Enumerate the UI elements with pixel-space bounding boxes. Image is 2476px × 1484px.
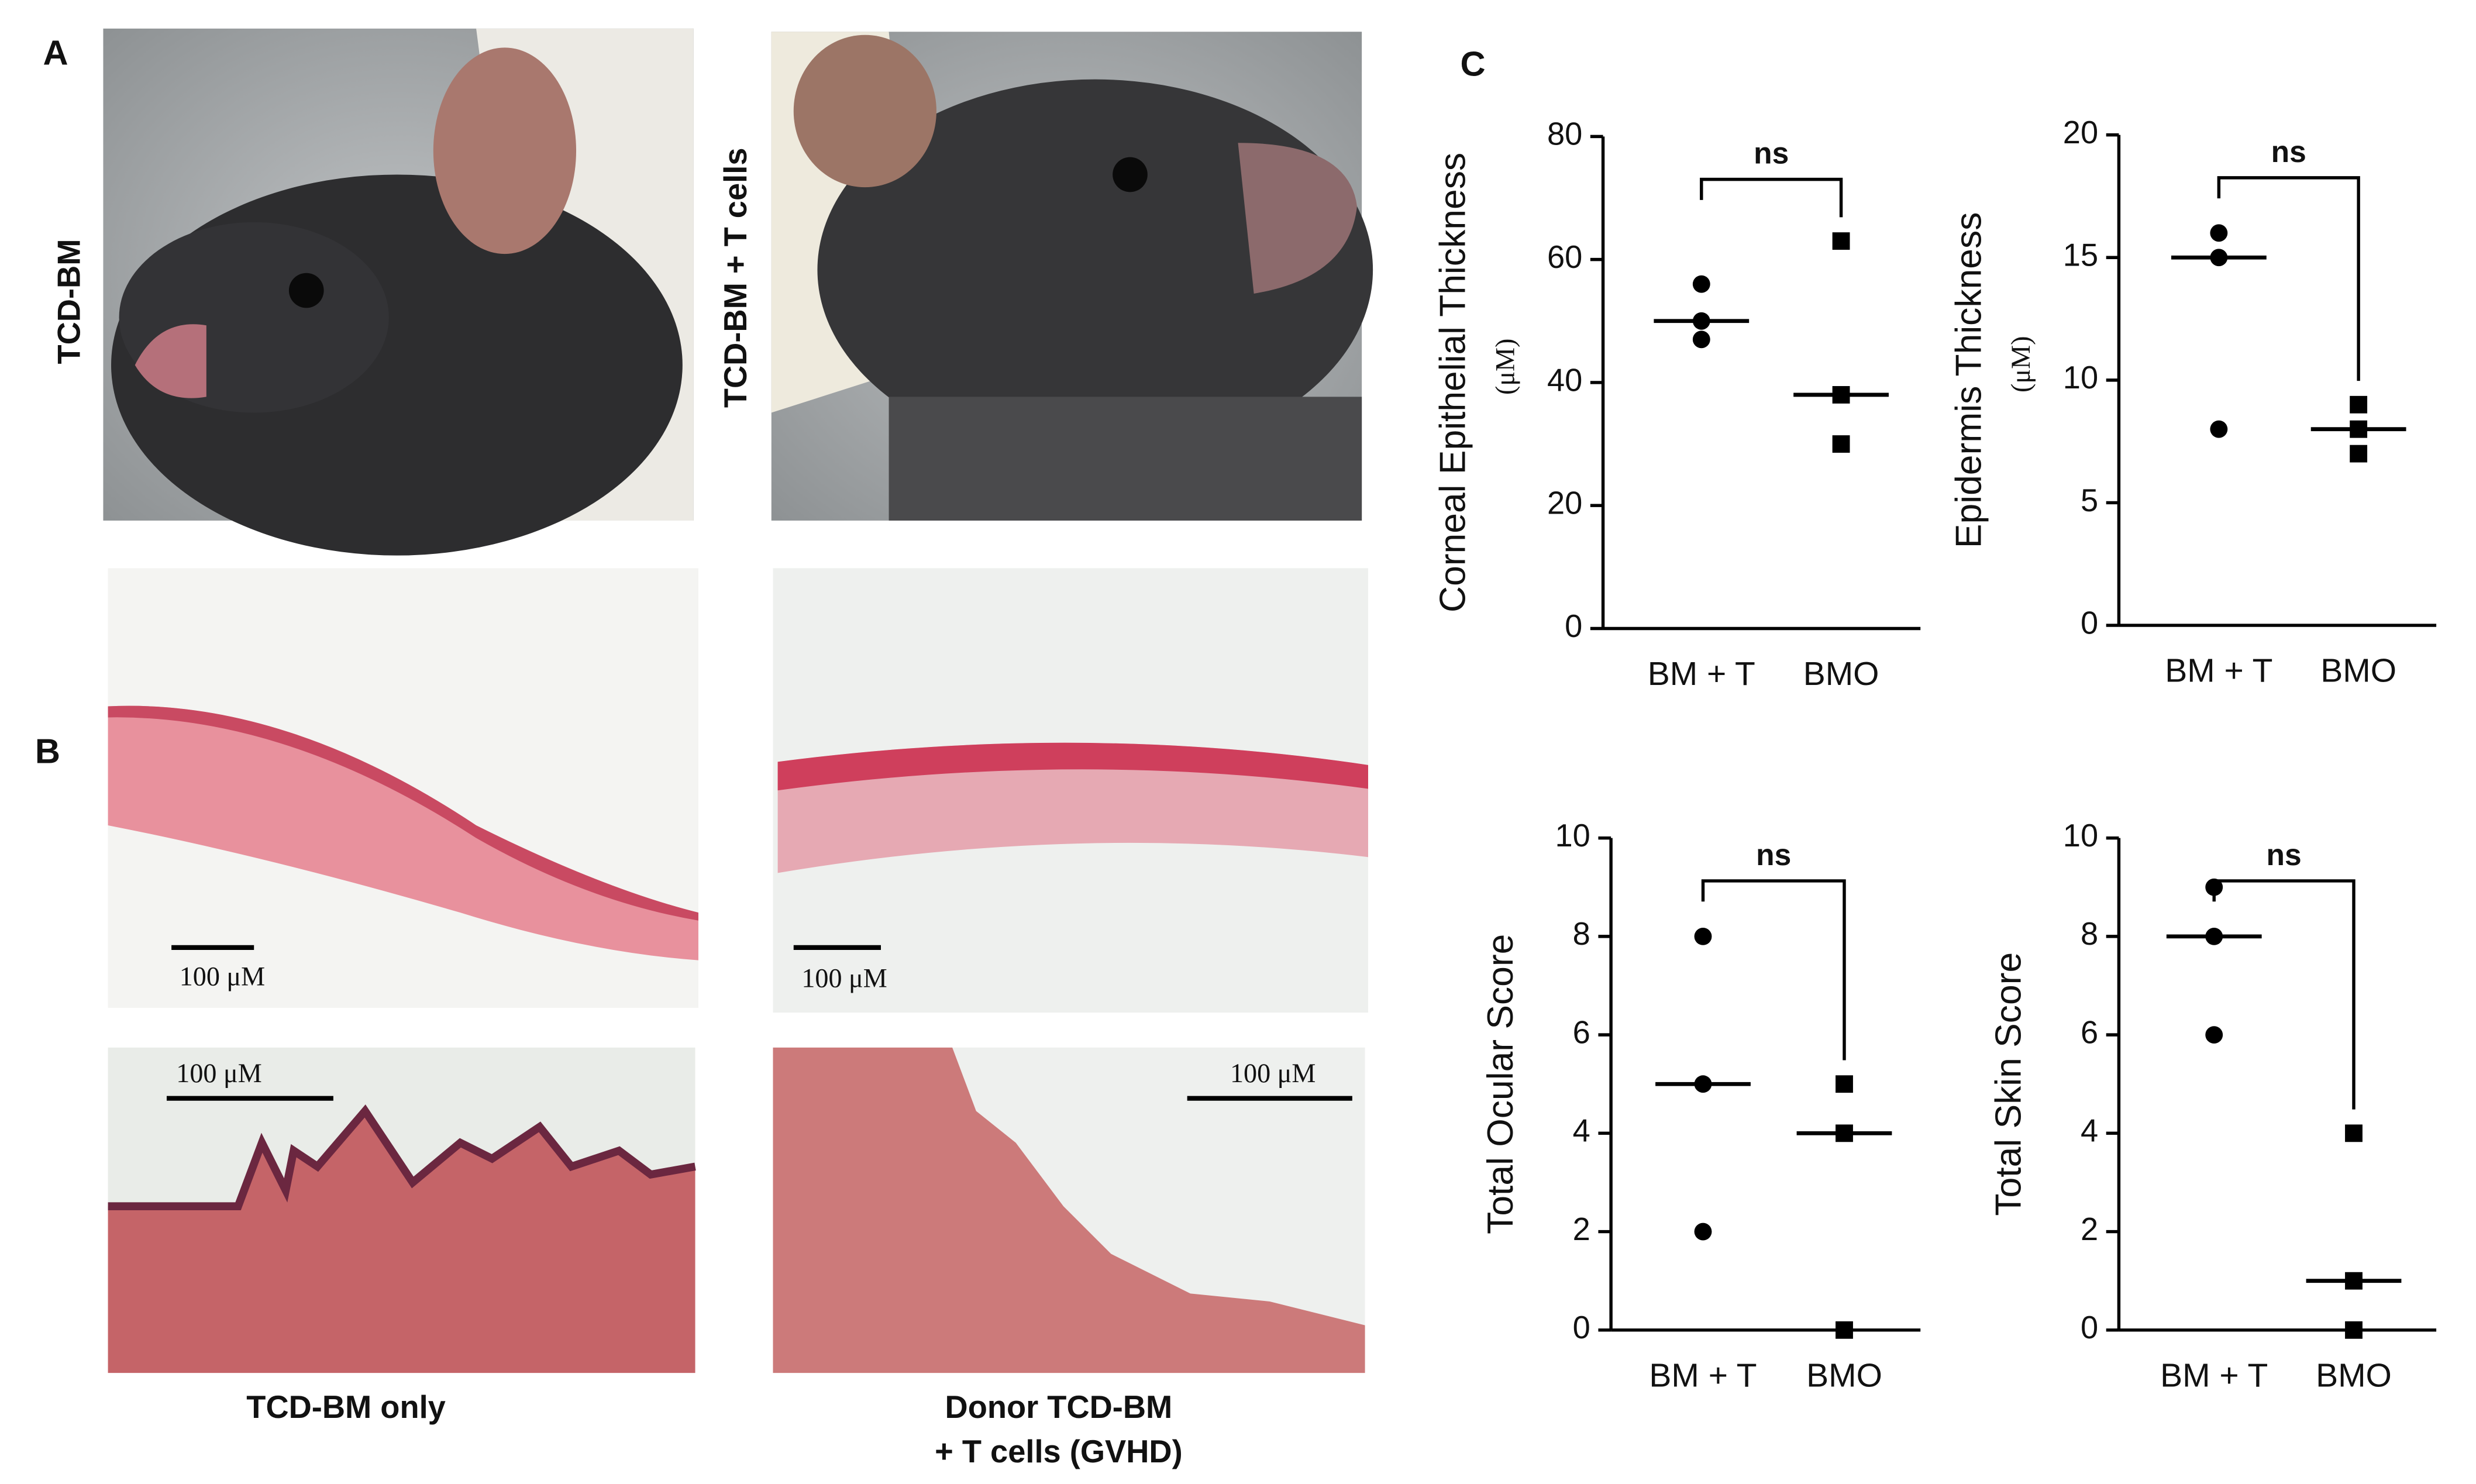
point bbox=[2350, 445, 2368, 463]
y-tick-label: 0 bbox=[2081, 1310, 2098, 1345]
y-tick-label: 2 bbox=[2081, 1212, 2098, 1247]
x-tick-label: BM + T bbox=[2165, 652, 2272, 690]
panel-label: A bbox=[43, 33, 68, 73]
point bbox=[1832, 435, 1850, 453]
histology-top-right bbox=[773, 568, 1368, 1013]
y-tick-label: 10 bbox=[2063, 360, 2098, 395]
panel-label: B bbox=[35, 732, 60, 771]
y-axis-label: Total Skin Score bbox=[1988, 952, 2029, 1216]
y-tick-label: 15 bbox=[2063, 238, 2098, 273]
photo-a-right bbox=[771, 32, 1373, 521]
scale-bar-label: 100 μM bbox=[801, 963, 887, 993]
y-tick-label: 8 bbox=[1573, 917, 1590, 952]
scale-bar-label: 100 μM bbox=[180, 962, 265, 991]
y-tick-label: 6 bbox=[1573, 1015, 1590, 1050]
y-tick-label: 10 bbox=[1555, 818, 1590, 853]
point bbox=[1694, 927, 1712, 945]
panel-label: C bbox=[1461, 44, 1486, 84]
x-tick-label: BM + T bbox=[2160, 1356, 2268, 1394]
significance-bracket bbox=[2217, 176, 2360, 381]
y-axis-label: Total Ocular Score bbox=[1480, 934, 1521, 1234]
point bbox=[2350, 395, 2368, 414]
scale-bar bbox=[166, 945, 1352, 1101]
photo-label: TCD-BM bbox=[52, 239, 87, 364]
histology-bottom-right bbox=[773, 1047, 1365, 1373]
y-tick-label: 0 bbox=[1573, 1310, 1590, 1345]
x-tick-label: BMO bbox=[1803, 655, 1879, 693]
y-tick-label: 80 bbox=[1547, 117, 1582, 152]
y-tick-label: 6 bbox=[2081, 1015, 2098, 1050]
y-tick-label: 40 bbox=[1547, 363, 1582, 398]
significance-bracket bbox=[2212, 879, 2356, 1110]
point bbox=[2210, 224, 2228, 242]
x-tick-label: BM + T bbox=[1649, 1356, 1757, 1394]
scale-bar-label: 100 μM bbox=[1230, 1058, 1316, 1088]
y-tick-label: 20 bbox=[2063, 115, 2098, 150]
y-axis-label: Epidermis Thickness bbox=[1949, 212, 1989, 548]
y-axis-unit: (μM) bbox=[1490, 339, 1520, 395]
point bbox=[2345, 1124, 2363, 1142]
point bbox=[2210, 420, 2228, 438]
significance-label: ns bbox=[1754, 136, 1789, 170]
x-tick-label: BMO bbox=[1806, 1356, 1882, 1394]
significance-label: ns bbox=[1756, 838, 1791, 872]
y-tick-label: 60 bbox=[1547, 240, 1582, 275]
significance-bracket bbox=[1701, 879, 1846, 1061]
caption: Donor TCD-BM bbox=[945, 1390, 1173, 1425]
scale-bar-label: 100 μM bbox=[176, 1058, 261, 1088]
x-tick-label: BM + T bbox=[1648, 655, 1755, 693]
significance-label: ns bbox=[2271, 135, 2306, 168]
point bbox=[2345, 1321, 2363, 1339]
y-tick-label: 2 bbox=[1573, 1212, 1590, 1247]
significance-label: ns bbox=[2267, 838, 2302, 872]
point bbox=[1836, 1075, 1853, 1093]
y-tick-label: 8 bbox=[2081, 917, 2098, 952]
y-tick-label: 0 bbox=[1565, 609, 1582, 644]
y-tick-label: 4 bbox=[2081, 1114, 2098, 1149]
point bbox=[1836, 1321, 1853, 1339]
y-tick-label: 4 bbox=[1573, 1114, 1590, 1149]
point bbox=[2205, 1026, 2223, 1044]
photo-label: TCD-BM + T cells bbox=[718, 148, 753, 408]
photo-a-left bbox=[103, 28, 694, 556]
y-axis-unit: (μM) bbox=[2006, 336, 2036, 392]
point bbox=[1692, 275, 1710, 293]
histology-top-left bbox=[108, 568, 698, 1008]
point bbox=[1694, 1223, 1712, 1241]
y-axis-label: Corneal Epithelial Thickness bbox=[1433, 153, 1473, 612]
point bbox=[1832, 232, 1850, 250]
y-tick-label: 5 bbox=[2081, 483, 2098, 518]
y-tick-label: 20 bbox=[1547, 486, 1582, 521]
histology-bottom-left bbox=[108, 1047, 696, 1373]
y-tick-label: 0 bbox=[2081, 605, 2098, 641]
significance-bracket bbox=[1700, 177, 1843, 218]
x-tick-label: BMO bbox=[2316, 1356, 2392, 1394]
y-tick-label: 10 bbox=[2063, 818, 2098, 853]
point bbox=[1692, 330, 1710, 349]
caption: + T cells (GVHD) bbox=[935, 1434, 1183, 1469]
x-tick-label: BMO bbox=[2320, 652, 2396, 690]
caption: TCD-BM only bbox=[246, 1390, 446, 1425]
